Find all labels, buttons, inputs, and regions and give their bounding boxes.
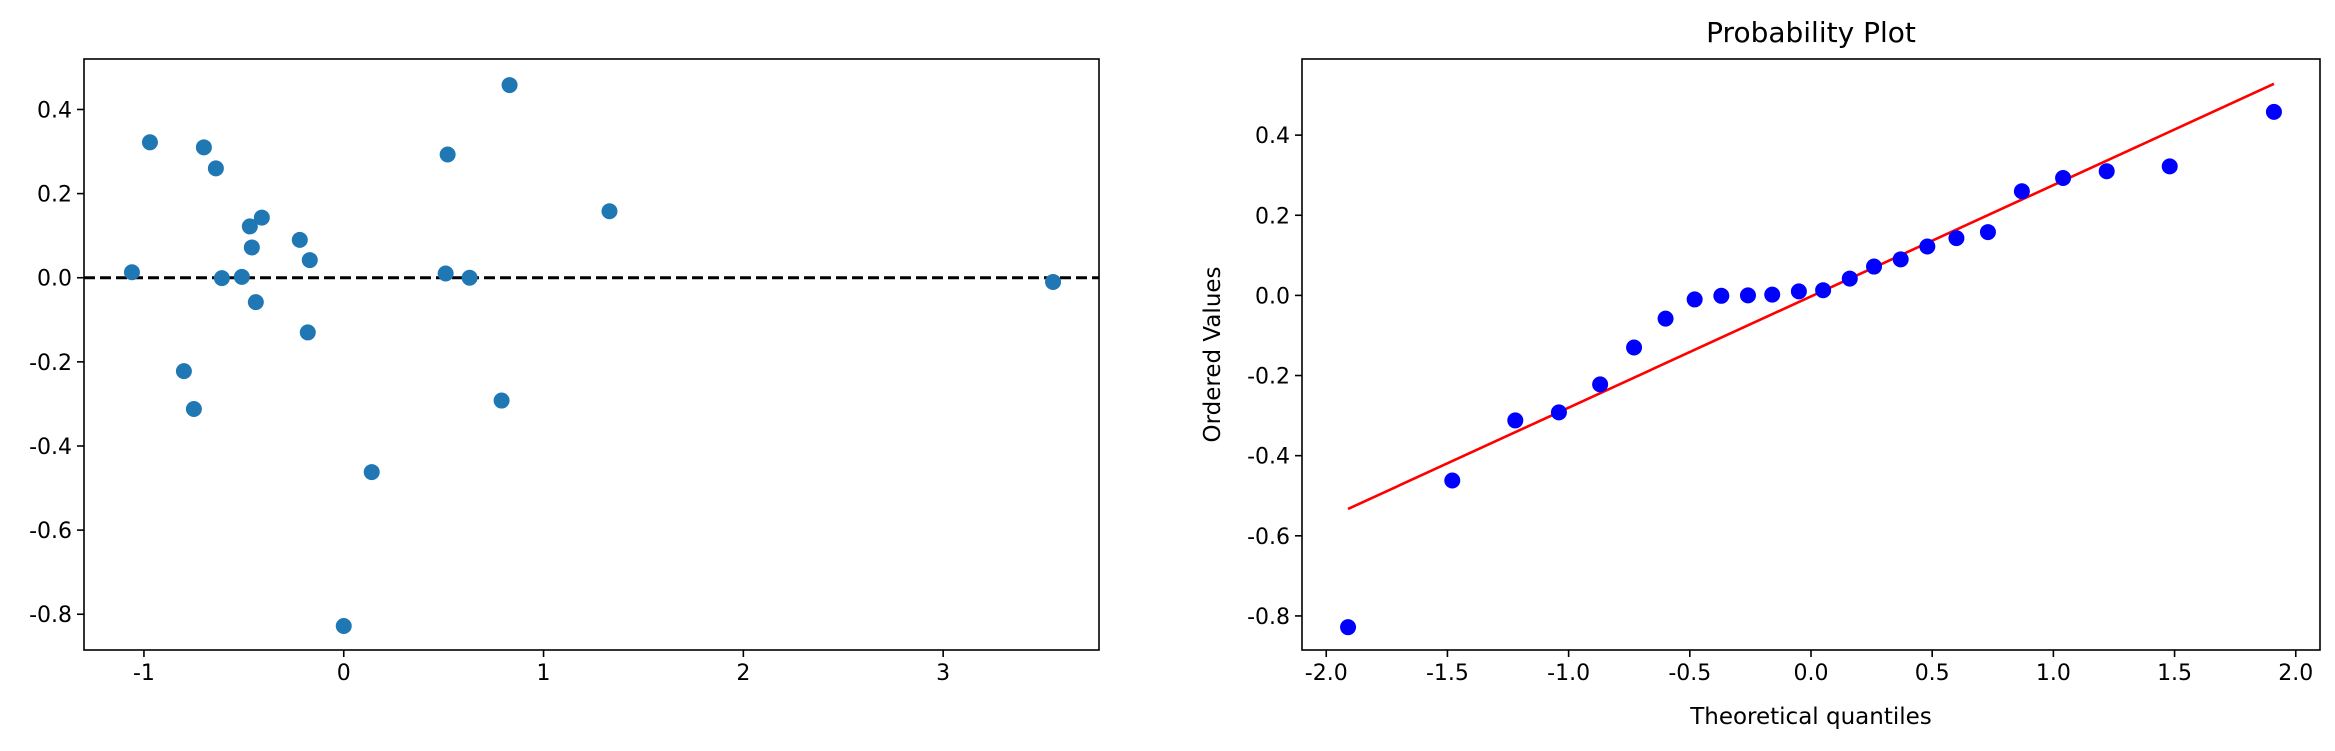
- data-point: [247, 294, 264, 311]
- data-point: [241, 218, 258, 235]
- data-point: [1919, 238, 1936, 255]
- data-point: [1713, 287, 1730, 304]
- data-point: [363, 464, 380, 481]
- data-point: [601, 203, 618, 220]
- data-point: [1739, 287, 1756, 304]
- x-tick-label: -1: [133, 661, 155, 686]
- data-point: [2161, 158, 2178, 175]
- right-y-axis-label: Ordered Values: [1200, 266, 1226, 442]
- y-tick-label: -0.2: [29, 351, 72, 376]
- data-point: [1948, 230, 1965, 247]
- y-tick-label: 0.2: [1255, 204, 1290, 229]
- data-point: [1892, 251, 1909, 268]
- left-y-axis-ticks: -0.8 -0.6 -0.4 -0.2 0.0 0.2 0.4: [29, 98, 84, 628]
- right-chart-title: Probability Plot: [1706, 16, 1916, 49]
- data-point: [1764, 286, 1781, 303]
- x-tick-label: 2.0: [2278, 661, 2313, 686]
- data-point: [1815, 282, 1832, 299]
- y-tick-label: -0.6: [1247, 525, 1290, 550]
- data-point: [493, 392, 510, 409]
- data-point: [335, 618, 352, 635]
- data-point: [461, 269, 478, 286]
- y-tick-label: -0.2: [1247, 365, 1290, 390]
- y-tick-label: -0.4: [1247, 445, 1290, 470]
- data-point: [1444, 472, 1461, 489]
- data-point: [1979, 224, 1996, 241]
- data-point: [243, 239, 260, 256]
- left-x-axis-ticks: -1 0 1 2 3: [133, 650, 950, 686]
- left-plot-frame: [83, 58, 1100, 651]
- fit-line: [1347, 82, 2275, 511]
- x-tick-label: 0.5: [1915, 661, 1950, 686]
- y-tick-label: 0.2: [37, 183, 72, 208]
- probability-plot-panel: -2.0 -1.5 -1.0 -0.5 0.0 0.5 1.0 1.5 2.0 -0.8 -0.6…: [1200, 16, 2321, 730]
- data-point: [233, 268, 250, 285]
- data-point: [1626, 339, 1643, 356]
- x-tick-label: 3: [936, 661, 950, 686]
- data-point: [1550, 404, 1567, 421]
- x-tick-label: 1.5: [2157, 661, 2192, 686]
- y-tick-label: -0.8: [29, 603, 72, 628]
- left-plot-marks: [84, 77, 1099, 635]
- right-x-axis-label: Theoretical quantiles: [1689, 704, 1932, 730]
- x-tick-label: 1: [537, 661, 551, 686]
- data-point: [1592, 376, 1609, 393]
- right-plot-frame: [1301, 58, 2321, 651]
- data-point: [291, 231, 308, 248]
- data-point: [175, 363, 192, 380]
- x-tick-label: -1.0: [1547, 661, 1590, 686]
- right-y-axis-ticks: -0.8 -0.6 -0.4 -0.2 0.0 0.2 0.4: [1247, 124, 1302, 630]
- data-point: [195, 139, 212, 156]
- y-tick-label: -0.8: [1247, 605, 1290, 630]
- data-point: [1045, 273, 1062, 290]
- data-point: [141, 134, 158, 151]
- y-tick-label: 0.4: [37, 98, 72, 123]
- data-point: [2098, 163, 2115, 180]
- y-tick-label: -0.6: [29, 519, 72, 544]
- residual-scatter-panel: -1 0 1 2 3 -0.8 -0.6 -0.4 -0.2 0.0 0.2 0.4: [29, 58, 1100, 686]
- data-point: [1340, 619, 1357, 636]
- data-point: [123, 264, 140, 281]
- x-tick-label: -0.5: [1668, 661, 1711, 686]
- data-point: [2013, 183, 2030, 200]
- data-point: [185, 400, 202, 417]
- data-point: [1507, 412, 1524, 429]
- data-point: [1841, 270, 1858, 287]
- data-point: [2055, 170, 2072, 187]
- right-x-axis-ticks: -2.0 -1.5 -1.0 -0.5 0.0 0.5 1.0 1.5 2.0: [1305, 650, 2313, 686]
- data-point: [301, 252, 318, 269]
- data-point: [2265, 103, 2282, 120]
- x-tick-label: 1.0: [2036, 661, 2071, 686]
- x-tick-label: 0.0: [1794, 661, 1829, 686]
- data-point: [501, 77, 518, 94]
- x-tick-label: 2: [736, 661, 750, 686]
- y-tick-label: 0.0: [37, 267, 72, 292]
- data-point: [1790, 283, 1807, 300]
- data-point: [299, 324, 316, 341]
- data-point: [437, 265, 454, 282]
- data-point: [253, 209, 270, 226]
- data-point: [1657, 310, 1674, 327]
- data-point: [213, 270, 230, 287]
- y-tick-label: -0.4: [29, 435, 72, 460]
- right-plot-marks: [1340, 82, 2282, 636]
- y-tick-label: 0.0: [1255, 284, 1290, 309]
- data-point: [207, 160, 224, 177]
- y-tick-label: 0.4: [1255, 124, 1290, 149]
- data-point: [1866, 258, 1883, 275]
- data-point: [1686, 291, 1703, 308]
- x-tick-label: -2.0: [1305, 661, 1348, 686]
- data-point: [439, 146, 456, 163]
- x-tick-label: 0: [337, 661, 351, 686]
- x-tick-label: -1.5: [1426, 661, 1469, 686]
